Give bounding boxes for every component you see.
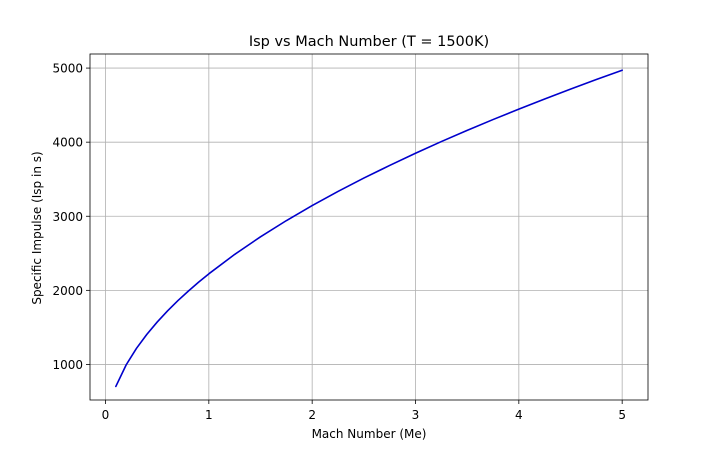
x-tick-label: 2 [308, 408, 316, 422]
y-tick-label: 1000 [52, 358, 83, 372]
ticks: 0 1 2 3 4 5 1000 2000 3000 4000 5000 [52, 62, 626, 422]
y-tick-label: 2000 [52, 284, 83, 298]
grid [90, 54, 648, 400]
series-line [115, 69, 623, 388]
chart-title: Isp vs Mach Number (T = 1500K) [249, 34, 489, 50]
x-tick-label: 4 [515, 408, 523, 422]
x-tick-label: 0 [102, 408, 110, 422]
plot-frame [89, 53, 649, 401]
x-tick-label: 3 [412, 408, 420, 422]
x-tick-label: 5 [618, 408, 626, 422]
y-tick-label: 4000 [52, 136, 83, 150]
y-axis-label: Specific Impulse (Isp in s) [30, 151, 44, 304]
y-tick-label: 3000 [52, 210, 83, 224]
x-axis-label: Mach Number (Me) [312, 427, 427, 441]
plot-lines [115, 69, 623, 388]
y-tick-label: 5000 [52, 62, 83, 76]
x-tick-label: 1 [205, 408, 213, 422]
